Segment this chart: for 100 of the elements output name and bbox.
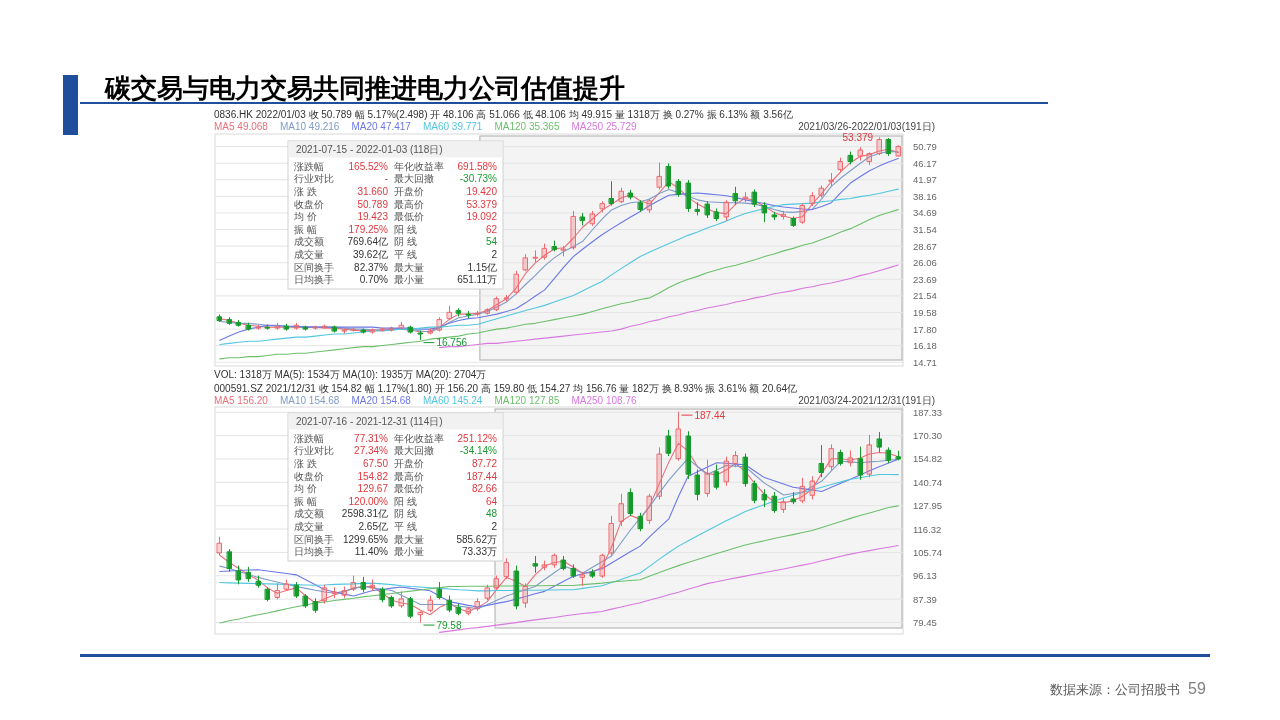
card-text: 均 价 <box>294 211 317 223</box>
annotation: VOL: 1318万 MA(5): 1534万 MA(10): 1935万 MA(20): 2704万 <box>214 369 487 380</box>
card-text: 67.50 <box>362 458 388 469</box>
card-text: 651.11万 <box>457 274 497 286</box>
y-tick-label: 41.97 <box>913 174 937 186</box>
y-tick-label: 28.67 <box>913 240 937 252</box>
card-text: 日均换手 <box>294 274 334 286</box>
card-text: 阳 线 <box>394 223 417 235</box>
card-text: 87.72 <box>471 458 497 469</box>
card-text: 最大回撤 <box>394 173 434 185</box>
y-tick-label: 14.71 <box>913 356 937 368</box>
card-text: 187.44 <box>466 470 497 482</box>
y-tick-label: 16.18 <box>913 340 937 352</box>
card-text: 年化收益率 <box>394 432 444 444</box>
y-tick-label: 50.79 <box>913 141 937 153</box>
card-text: 平 线 <box>394 249 417 260</box>
card-text: 最高价 <box>394 198 424 210</box>
card-text: 成交额 <box>294 508 324 520</box>
card-text: -34.14% <box>459 445 497 457</box>
card-text: 64 <box>485 495 497 507</box>
card-text: 行业对比 <box>294 173 334 185</box>
y-tick-label: 87.39 <box>913 593 937 605</box>
card-text: 2.65亿 <box>358 521 388 532</box>
card-text: 行业对比 <box>294 445 334 457</box>
card-text: 收盘价 <box>294 198 324 210</box>
card-text: 收盘价 <box>294 470 324 482</box>
source-note: 数据来源：公司招股书 <box>1050 682 1180 697</box>
card-text: 165.52% <box>348 160 388 172</box>
card-text: 11.40% <box>354 546 388 558</box>
data-label: 187.44 <box>694 409 726 421</box>
card-text: 77.31% <box>354 432 388 444</box>
card-text: 39.62亿 <box>352 249 388 260</box>
card-text: 最大回撤 <box>394 445 434 457</box>
annotation: 2021/03/24-2021/12/31(191日) <box>798 395 935 406</box>
y-tick-label: 105.74 <box>913 546 943 558</box>
y-tick-label: 31.54 <box>913 224 937 236</box>
card-text: 129.67 <box>357 483 388 495</box>
card-text: 50.789 <box>357 198 388 210</box>
card-text: 区间换手 <box>294 261 334 273</box>
y-tick-label: 21.54 <box>913 290 937 302</box>
series-label: MA250 108.76 <box>571 395 637 406</box>
card-text: 涨 跌 <box>294 458 317 469</box>
card-text: 54 <box>485 236 497 248</box>
annotation: 2021/03/26-2022/01/03(191日) <box>798 121 935 132</box>
card-text: 31.660 <box>357 186 388 197</box>
data-label: 53.379 <box>842 132 874 144</box>
card-text: 769.64亿 <box>347 236 388 248</box>
card-text: 0.70% <box>359 274 388 286</box>
y-tick-label: 38.16 <box>913 190 937 202</box>
card-text: 阴 线 <box>394 236 417 248</box>
card-text: 开盘价 <box>394 458 424 469</box>
card-text: 阴 线 <box>394 508 417 520</box>
card-text: 最小量 <box>394 546 424 558</box>
card-text: 成交量 <box>294 521 324 532</box>
card-text: 日均换手 <box>294 546 334 558</box>
card-title: 2021-07-15 - 2022-01-03 (118日) <box>296 144 443 155</box>
card-text: 最低价 <box>394 211 424 223</box>
series-label: MA60 39.771 <box>422 121 483 132</box>
y-tick-label: 116.32 <box>913 523 942 535</box>
card-text: 62 <box>485 223 497 235</box>
series-label: MA120 127.85 <box>494 395 560 406</box>
card-text: 涨 跌 <box>294 186 317 197</box>
card-text: 179.25% <box>348 223 388 235</box>
y-tick-label: 19.58 <box>913 307 937 318</box>
y-tick-label: 187.33 <box>913 406 943 418</box>
card-text: 1.15亿 <box>467 261 497 273</box>
annotation: 0836.HK 2022/01/03 收 50.789 幅 5.17%(2.498) 开 48.106 高 51.066 低 48.106 均 49.915 量 1318万 换 0.27% 振 6.13% 额 3.56亿 <box>214 109 793 120</box>
y-tick-label: 170.30 <box>913 430 943 442</box>
card-text: 涨跌幅 <box>294 160 324 172</box>
card-text: 154.82 <box>357 470 388 482</box>
card-text: 阳 线 <box>394 495 417 507</box>
y-tick-label: 140.74 <box>913 476 943 488</box>
card-text: 691.58% <box>457 160 497 172</box>
card-text: 成交量 <box>294 249 324 260</box>
card-text: 最大量 <box>394 261 424 273</box>
card-text: 均 价 <box>294 483 317 495</box>
card-text: - <box>384 173 388 185</box>
card-text: 48 <box>485 508 497 520</box>
y-tick-label: 23.69 <box>913 273 937 285</box>
card-text: 年化收益率 <box>394 160 444 172</box>
y-tick-label: 79.45 <box>913 616 937 628</box>
series-label: MA10 49.216 <box>279 121 340 132</box>
card-text: 成交额 <box>294 236 324 248</box>
card-text: 19.420 <box>466 186 497 197</box>
data-label: 16.756 <box>436 337 468 349</box>
y-tick-label: 26.06 <box>913 257 937 269</box>
y-tick-label: 96.13 <box>913 570 937 582</box>
y-tick-label: 34.69 <box>913 207 937 219</box>
card-text: 27.34% <box>354 445 388 457</box>
card-text: 2 <box>491 521 497 532</box>
card-text: 振 幅 <box>294 495 317 507</box>
series-label: MA5 49.068 <box>214 121 268 132</box>
series-label: MA60 145.24 <box>422 395 483 406</box>
y-tick-label: 17.80 <box>913 323 937 335</box>
card-text: 涨跌幅 <box>294 432 324 444</box>
card-text: 19.423 <box>357 211 388 223</box>
y-tick-label: 154.82 <box>913 453 943 465</box>
data-label: 79.58 <box>436 619 462 631</box>
page-number: 59 <box>1188 680 1206 697</box>
card-text: 19.092 <box>466 211 497 223</box>
